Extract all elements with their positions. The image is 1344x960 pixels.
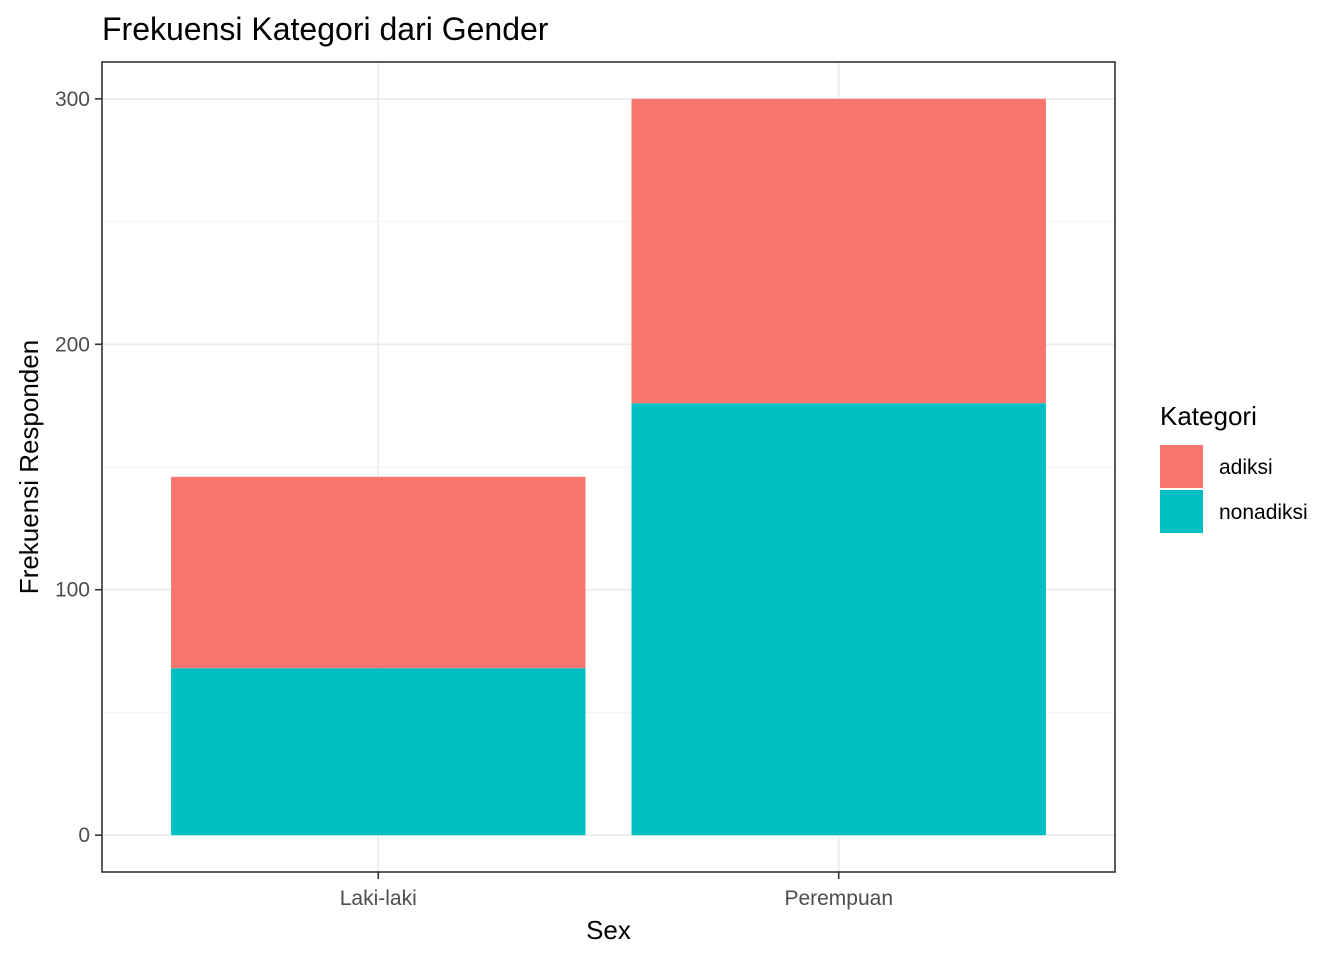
bars: [171, 98, 1046, 836]
x-axis-title: Sex: [586, 915, 631, 945]
legend: Kategori adiksi nonadiksi: [1160, 401, 1308, 533]
bar-nonadiksi-laki-laki: [171, 668, 586, 836]
axis-ticks: 0 100 200 300 Laki-laki Perempuan: [55, 88, 893, 910]
legend-label-nonadiksi: nonadiksi: [1219, 501, 1308, 524]
panel-border: [101, 61, 1116, 873]
legend-key-nonadiksi: [1160, 490, 1203, 533]
x-tick-label: Perempuan: [784, 887, 893, 910]
legend-title: Kategori: [1160, 401, 1257, 431]
bar-adiksi-perempuan: [631, 98, 1046, 404]
bar-adiksi-laki-laki: [171, 476, 586, 669]
y-tick-label: 300: [55, 88, 90, 111]
y-tick-label: 0: [78, 824, 90, 847]
y-tick-label: 200: [55, 333, 90, 356]
bar-nonadiksi-perempuan: [631, 403, 1046, 836]
chart-title: Frekuensi Kategori dari Gender: [102, 11, 549, 47]
y-axis-title: Frekuensi Responden: [14, 340, 44, 594]
y-tick-label: 100: [55, 579, 90, 602]
legend-key-adiksi: [1160, 445, 1203, 488]
x-tick-label: Laki-laki: [340, 887, 417, 910]
legend-label-adiksi: adiksi: [1219, 456, 1273, 479]
